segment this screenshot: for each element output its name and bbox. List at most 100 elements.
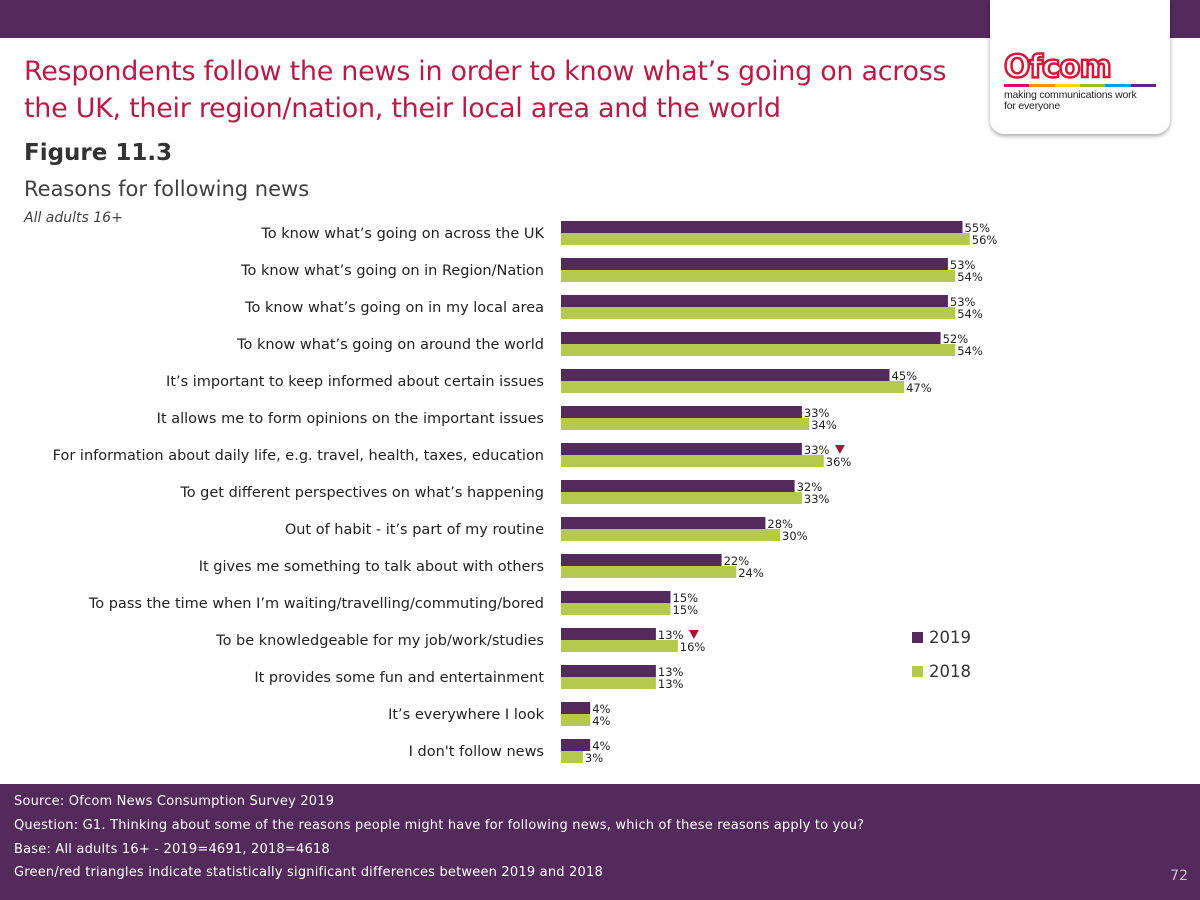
bar-2018 <box>561 640 678 652</box>
value-label-2018: 54% <box>957 270 983 284</box>
category-label: It allows me to form opinions on the imp… <box>157 411 544 427</box>
logo-tagline: making communications work for everyone <box>1004 90 1164 112</box>
footer-question: Question: G1. Thinking about some of the… <box>14 818 865 833</box>
bar-2018 <box>561 307 956 319</box>
value-label-2018: 36% <box>826 455 852 469</box>
logo-strip-segment <box>1029 84 1055 87</box>
category-label: It provides some fun and entertainment <box>254 670 544 686</box>
bar-2018 <box>561 529 780 541</box>
logo-strip-segment <box>1054 84 1080 87</box>
footer-source: Source: Ofcom News Consumption Survey 20… <box>14 794 335 809</box>
value-label-2019: 52% <box>943 332 969 346</box>
logo-strip-segment <box>1130 84 1156 87</box>
category-label: Out of habit - it’s part of my routine <box>285 522 544 538</box>
value-label-2018: 24% <box>738 566 764 580</box>
footer-note: Green/red triangles indicate statistical… <box>14 865 603 880</box>
footer-base: Base: All adults 16+ - 2019=4691, 2018=4… <box>14 842 330 857</box>
value-label-2019: 13% <box>658 628 684 642</box>
logo-tagline-line2: for everyone <box>1004 100 1060 112</box>
value-label-2019: 33% <box>804 443 830 457</box>
value-label-2018: 56% <box>972 233 998 247</box>
category-label: To know what’s going on in Region/Nation <box>240 263 544 279</box>
category-label: I don't follow news <box>409 744 544 760</box>
value-label-2019: 22% <box>724 554 750 568</box>
value-label-2019: 32% <box>797 480 823 494</box>
bar-2019 <box>561 517 766 529</box>
logo-strip-segment <box>1079 84 1106 87</box>
category-label: To know what’s going on in my local area <box>244 300 544 316</box>
bar-2018 <box>561 270 956 282</box>
value-label-2018: 15% <box>673 603 699 617</box>
value-label-2018: 16% <box>680 640 706 654</box>
logo-wordmark: Ofcom <box>1003 49 1113 86</box>
ofcom-logo[interactable]: Ofcom making communications work for eve… <box>990 0 1170 134</box>
bar-2019 <box>561 406 802 418</box>
value-label-2018: 4% <box>592 714 610 728</box>
value-label-2019: 4% <box>592 702 610 716</box>
value-label-2018: 47% <box>906 381 932 395</box>
bar-2018 <box>561 566 737 578</box>
bar-2018 <box>561 418 810 430</box>
bar-2019 <box>561 221 963 233</box>
bar-2019 <box>561 443 802 455</box>
bar-2019 <box>561 591 671 603</box>
page-number: 72 <box>1170 868 1188 884</box>
significance-down-triangle-icon <box>688 630 699 639</box>
bar-2018 <box>561 677 656 689</box>
bar-2018 <box>561 714 591 726</box>
value-label-2019: 15% <box>673 591 699 605</box>
value-label-2018: 34% <box>811 418 837 432</box>
value-label-2018: 13% <box>658 677 684 691</box>
base-note: All adults 16+ <box>24 210 123 226</box>
bar-2019 <box>561 554 722 566</box>
bar-2019 <box>561 739 591 751</box>
logo-tagline-line1: making communications work <box>1004 89 1137 101</box>
legend-item-2019: 2019 <box>912 620 971 654</box>
logo-color-strip <box>1004 84 1156 87</box>
bar-2019 <box>561 702 591 714</box>
category-label: It’s important to keep informed about ce… <box>166 374 544 390</box>
value-label-2019: 45% <box>892 369 918 383</box>
page-title: Respondents follow the news in order to … <box>24 53 984 127</box>
value-label-2019: 4% <box>592 739 610 753</box>
category-label: It gives me something to talk about with… <box>199 559 544 575</box>
category-label: To know what’s going on across the UK <box>260 226 544 242</box>
logo-strip-segment <box>1105 84 1131 87</box>
bar-2019 <box>561 258 948 270</box>
legend-swatch-2019 <box>912 631 923 643</box>
figure-label: Figure 11.3 <box>24 140 173 166</box>
category-label: To pass the time when I’m waiting/travel… <box>88 596 544 612</box>
bar-2019 <box>561 295 948 307</box>
bar-2018 <box>561 751 583 763</box>
value-label-2019: 55% <box>965 221 991 235</box>
value-label-2019: 53% <box>950 258 976 272</box>
value-label-2019: 53% <box>950 295 976 309</box>
value-label-2018: 30% <box>782 529 808 543</box>
value-label-2019: 13% <box>658 665 684 679</box>
bar-2019 <box>561 332 941 344</box>
bar-2019 <box>561 369 890 381</box>
bar-chart: To know what’s going on across the UK 55%… <box>53 221 998 765</box>
value-label-2018: 54% <box>957 307 983 321</box>
category-label: To get different perspectives on what’s … <box>179 485 544 501</box>
chart-subtitle: Reasons for following news <box>24 177 310 201</box>
bar-2019 <box>561 665 656 677</box>
category-label: To know what’s going on around the world <box>236 337 544 353</box>
legend-swatch-2018 <box>912 665 923 677</box>
bar-2018 <box>561 492 802 504</box>
legend-item-2018: 2018 <box>912 654 971 688</box>
category-label: For information about daily life, e.g. t… <box>53 448 544 464</box>
significance-down-triangle-icon <box>834 445 845 454</box>
bar-2018 <box>561 603 671 615</box>
value-label-2018: 33% <box>804 492 830 506</box>
legend-label-2018: 2018 <box>929 661 971 681</box>
value-label-2019: 33% <box>804 406 830 420</box>
footer: Source: Ofcom News Consumption Survey 20… <box>0 784 1200 900</box>
bar-2019 <box>561 628 656 640</box>
bar-2018 <box>561 344 956 356</box>
legend-label-2019: 2019 <box>929 627 971 647</box>
value-label-2018: 54% <box>957 344 983 358</box>
logo-strip-segment <box>1004 84 1030 87</box>
category-label: It’s everywhere I look <box>388 707 544 723</box>
page-title-line2: the UK, their region/nation, their local… <box>24 93 781 124</box>
